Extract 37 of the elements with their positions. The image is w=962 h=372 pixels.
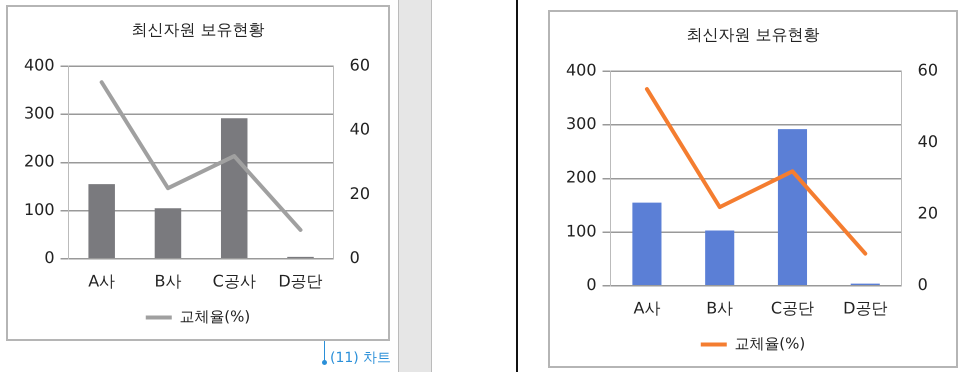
- y2-tick-label: 0: [350, 248, 360, 267]
- x-tick-label: A사: [633, 298, 660, 318]
- x-tick-label: D공단: [843, 298, 888, 318]
- bar: [154, 208, 182, 258]
- x-tick-label: B사: [154, 272, 182, 291]
- y2-tick-label: 60: [350, 55, 370, 74]
- chart-title: 최신자원 보유현황: [131, 20, 265, 39]
- bar: [88, 184, 115, 258]
- x-tick-label: C공사: [212, 272, 256, 291]
- y2-tick-label: 40: [918, 132, 938, 151]
- y2-tick-label: 20: [918, 203, 938, 222]
- y-tick-label: 200: [24, 152, 55, 171]
- y-tick-label: 400: [24, 55, 55, 74]
- y-tick-label: 300: [566, 114, 597, 134]
- x-tick-label: A사: [88, 272, 116, 291]
- y2-tick-label: 0: [918, 274, 928, 294]
- x-tick-label: D공단: [278, 272, 323, 291]
- y-tick-label: 400: [566, 60, 597, 80]
- bar: [632, 202, 662, 286]
- chart-title: 최신자원 보유현황: [686, 24, 820, 44]
- legend-label: 교체율(%): [179, 307, 250, 326]
- x-tick-label: C공단: [770, 298, 814, 318]
- bar: [220, 118, 248, 258]
- y-tick-label: 200: [566, 168, 597, 187]
- text: (11) 차트: [330, 349, 392, 367]
- legend-label: 교체율(%): [734, 334, 806, 352]
- y-tick-label: 100: [24, 200, 55, 219]
- y-tick-label: 100: [566, 221, 597, 240]
- bar: [705, 230, 734, 286]
- y2-tick-label: 40: [350, 120, 370, 139]
- x-tick-label: B사: [706, 298, 734, 318]
- y2-tick-label: 20: [350, 184, 370, 203]
- y2-tick-label: 60: [918, 60, 938, 80]
- y-tick-label: 0: [586, 274, 597, 294]
- y-tick-label: 300: [24, 104, 55, 123]
- bar: [778, 129, 808, 286]
- y-tick-label: 0: [44, 248, 55, 267]
